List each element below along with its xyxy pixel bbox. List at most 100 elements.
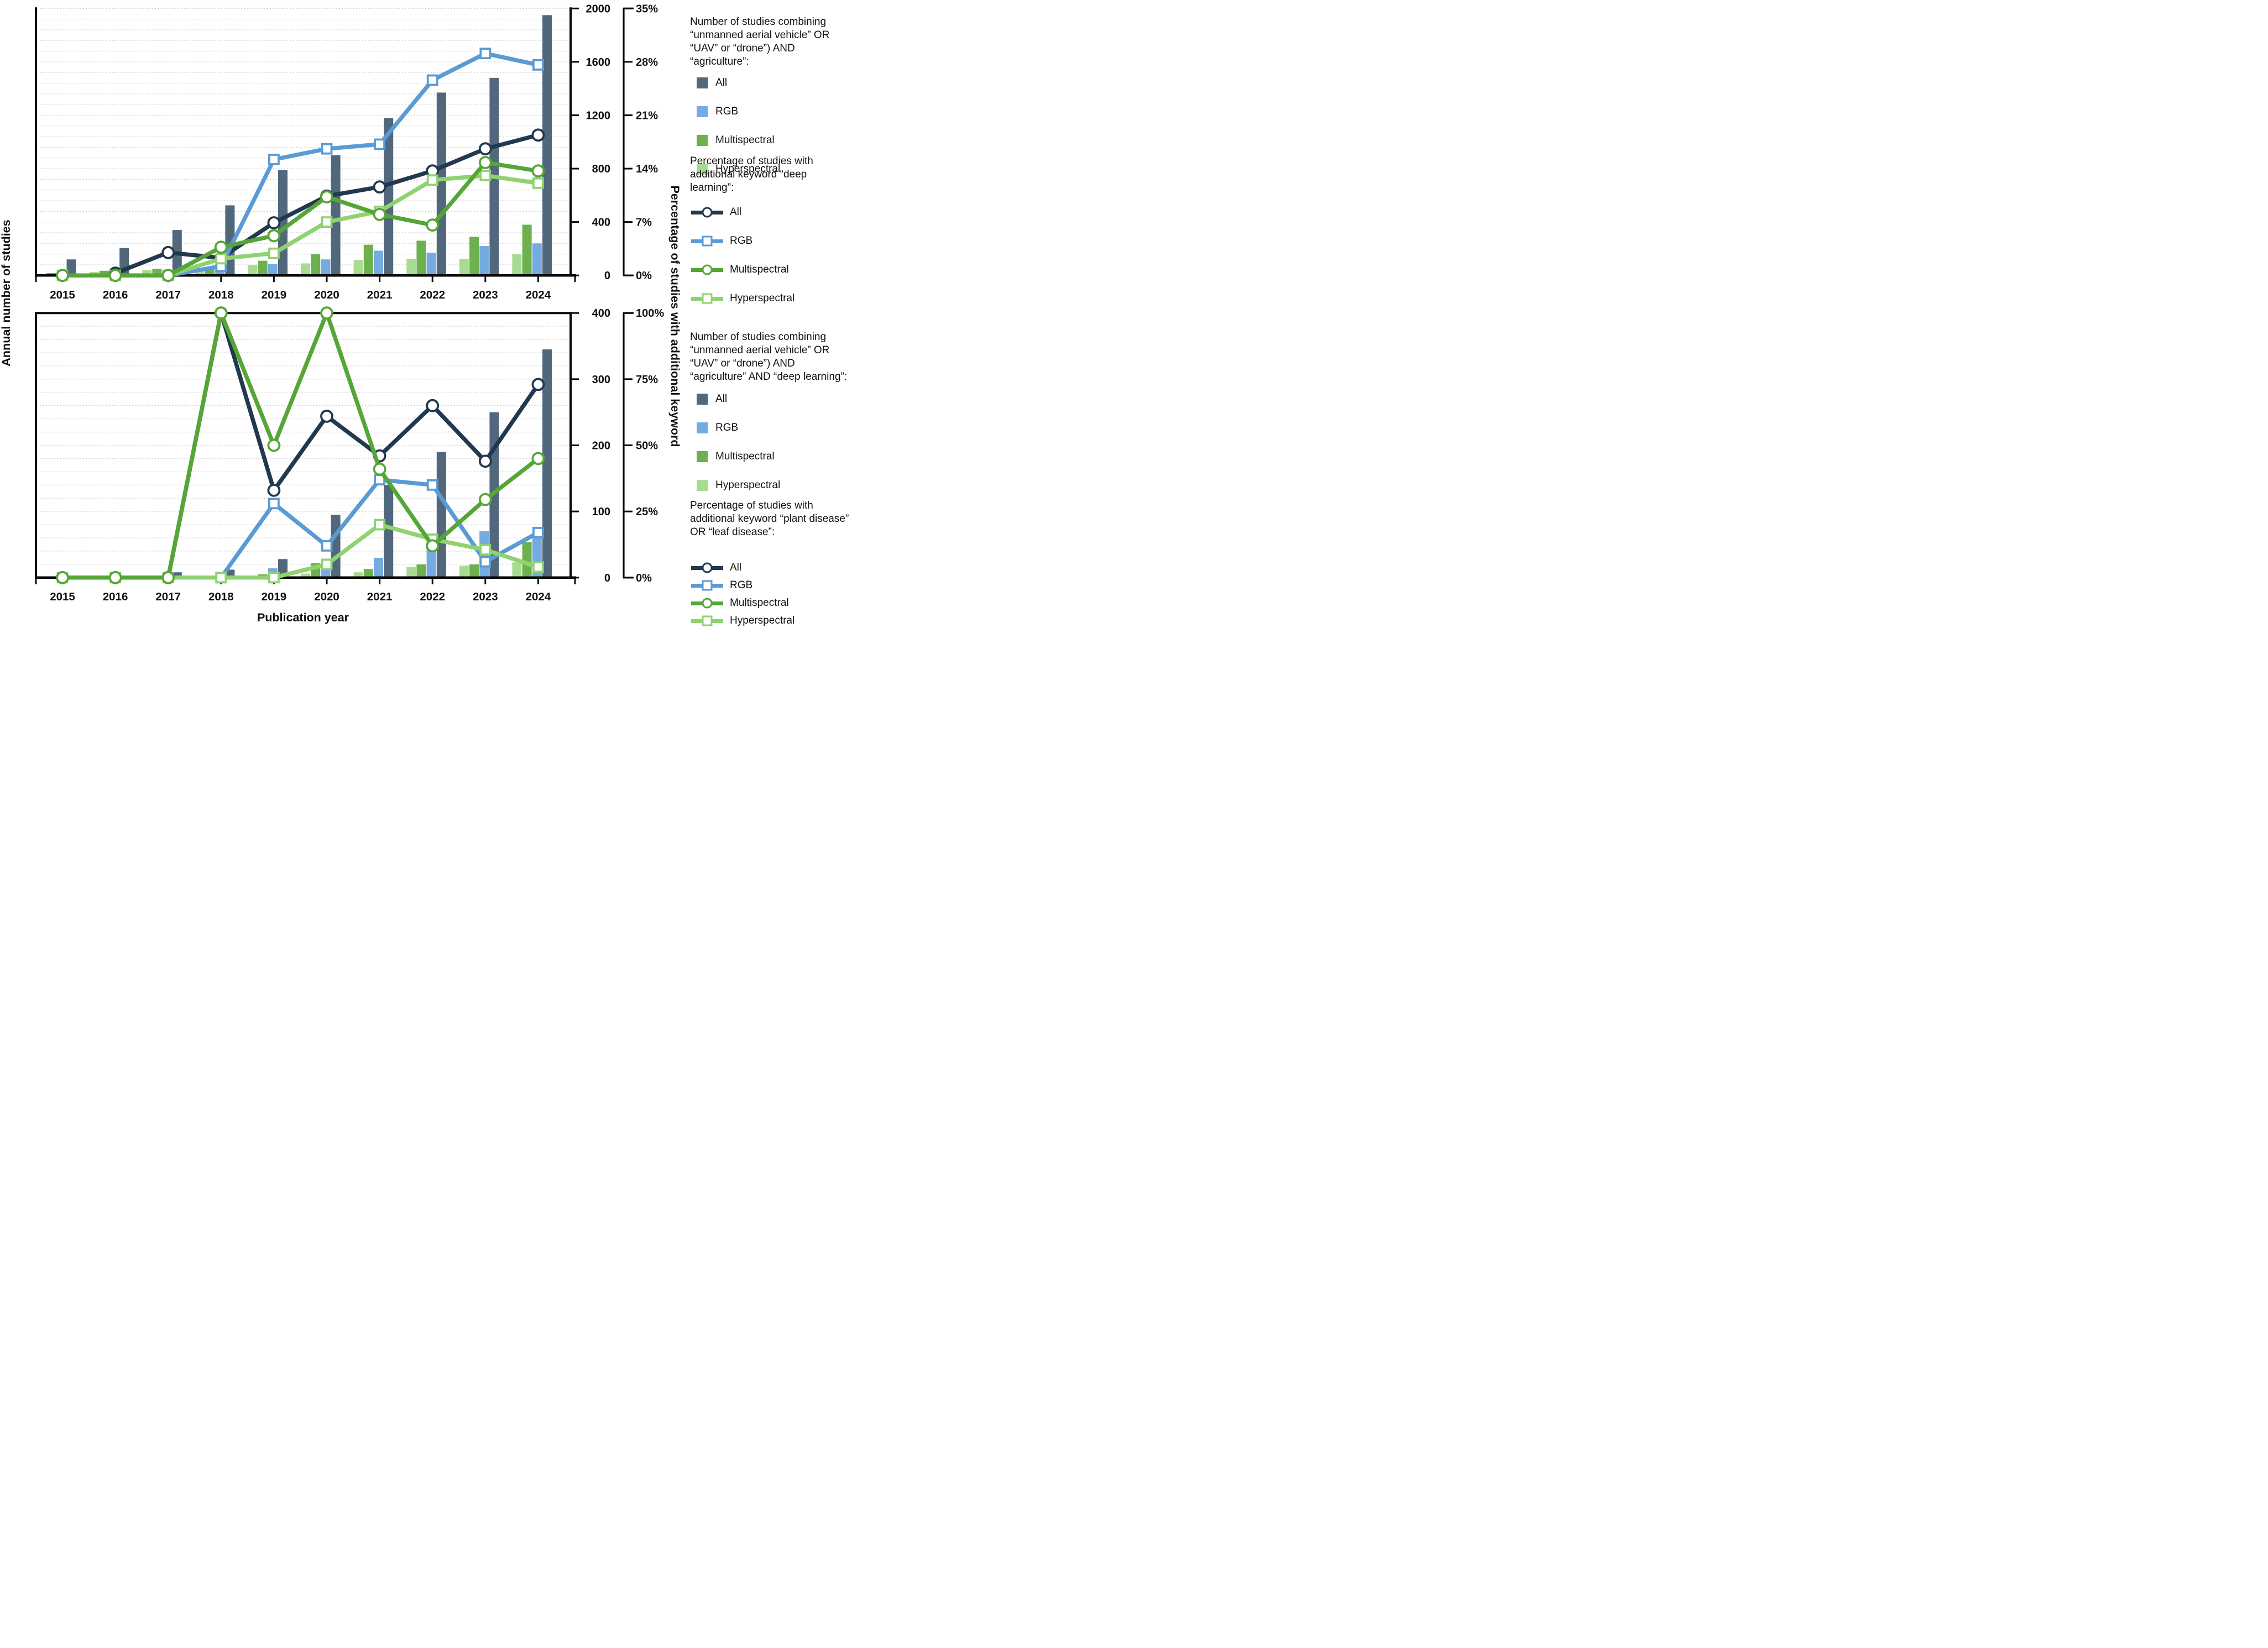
x-axis-title: Publication year [257,611,349,624]
legend-item-multispectral: Multispectral [690,134,867,147]
percent-axis-label: 28% [636,56,658,69]
legend-block-bars-deep-learning: Number of studies combining “unmanned ae… [690,331,867,508]
legend-title: Number of studies combining “unmanned ae… [690,331,867,384]
bar-multispectral-2022 [416,564,426,578]
bar-hyperspectral-2021 [353,260,363,276]
year-label: 2020 [314,289,339,301]
marker-multispectral-2020 [320,306,333,320]
marker-multispectral-2024 [531,164,545,178]
marker-rgb-2022 [426,479,438,491]
legend-item-rgb: RGB [690,579,867,592]
legend-item-rgb: RGB [690,105,867,118]
legend-title-line: “agriculture” AND “deep learning”: [690,371,848,383]
bar-rgb-2024 [532,243,542,276]
legend-title: Percentage of studies with additional ke… [690,155,867,195]
marker-all-2023 [478,454,492,468]
marker-hyperspectral-2021 [374,519,385,531]
right-axis-title: Percentage of studies with additional ke… [668,185,682,447]
bar-multispectral-2021 [363,244,373,276]
year-label: 2017 [155,289,181,301]
marker-rgb-2023 [479,48,492,60]
legend-item-label: All [715,393,728,405]
legend-item-label: All [730,206,742,218]
marker-multispectral-2022 [426,218,440,232]
legend-title-line: learning”: [690,182,734,193]
legend-block-bars-agriculture: Number of studies combining “unmanned ae… [690,15,867,191]
percent-axis-label: 25% [636,506,658,518]
legend-item-hyperspectral: Hyperspectral [690,614,867,627]
legend: Number of studies combining “unmanned ae… [690,0,867,630]
marker-hyperspectral-2023 [479,170,492,181]
legend-item-label: Hyperspectral [715,479,781,491]
marker-hyperspectral-2018 [215,572,227,584]
all-bar-swatch-icon [697,77,708,88]
legend-item-label: Multispectral [715,134,775,146]
bar-all-2021 [384,485,394,578]
marker-all-2023 [478,142,492,156]
multispectral-bar-swatch-icon [697,451,708,462]
year-label: 2023 [473,590,498,603]
legend-title-line: “agriculture”: [690,56,749,67]
multispectral-line-marker-icon [691,264,723,276]
year-label: 2022 [420,590,445,603]
legend-item-hyperspectral: Hyperspectral [690,163,867,176]
marker-multispectral-2023 [478,156,492,169]
legend-item-hyperspectral: Hyperspectral [690,479,867,492]
percent-axis-label: 50% [636,440,658,452]
line-all [166,311,541,580]
year-label: 2022 [420,289,445,301]
marker-all-2019 [267,483,281,497]
marker-multispectral-2023 [478,493,492,506]
percent-axis-label: 35% [636,3,658,15]
count-axis-label: 2000 [586,3,611,15]
marker-multispectral-2016 [108,269,122,282]
all-bar-swatch-icon [697,394,708,405]
bar-hyperspectral-2022 [406,259,416,276]
legend-item-multispectral: Multispectral [690,450,867,463]
marker-multispectral-2019 [267,438,281,452]
year-label: 2019 [262,289,287,301]
legend-title-line: Number of studies combining [690,16,827,28]
marker-hyperspectral-2019 [268,572,280,584]
bar-rgb-2018 [215,270,225,276]
marker-rgb-2020 [321,143,333,155]
bar-multispectral-2024 [522,542,532,578]
bar-rgb-2023 [479,246,489,276]
year-label: 2017 [155,590,181,603]
marker-hyperspectral-2020 [321,216,333,228]
percent-axis-label: 7% [636,217,652,229]
year-label: 2019 [262,590,287,603]
marker-multispectral-2015 [56,269,69,282]
line-rgb [166,51,541,278]
marker-multispectral-2020 [320,190,333,203]
marker-all-2024 [531,378,545,391]
bar-hyperspectral-2020 [301,573,310,578]
bar-multispectral-2021 [363,569,373,578]
percent-axis-label: 14% [636,163,658,175]
legend-item-label: All [715,77,728,88]
percent-axis-label: 0% [636,270,652,282]
year-label: 2016 [103,590,128,603]
bar-multispectral-2023 [469,564,479,578]
bar-multispectral-2020 [311,254,321,276]
figure: 2015 2016 2017 2018 2019 2020 2021 2022 2023 2024… [0,0,867,630]
percent-axis-label: 21% [636,109,658,122]
marker-multispectral-2022 [426,539,440,553]
bar-hyperspectral-2024 [512,254,522,276]
bar-multispectral-2023 [469,237,479,276]
count-axis-label: 200 [592,440,610,452]
legend-item-label: Hyperspectral [730,615,795,626]
marker-multispectral-2018 [214,240,228,254]
marker-multispectral-2015 [56,571,69,584]
marker-all-2021 [373,180,386,194]
rgb-line-marker-icon [691,235,723,247]
bar-rgb-2020 [321,259,331,276]
marker-rgb-2024 [532,59,544,71]
bar-all-2022 [436,452,446,578]
bar-all-2022 [436,92,446,276]
legend-title: Number of studies combining “unmanned ae… [690,15,867,69]
legend-item-label: All [730,562,742,573]
legend-item-all: All [690,206,867,219]
year-label: 2024 [526,590,551,603]
bar-rgb-2022 [426,546,436,578]
